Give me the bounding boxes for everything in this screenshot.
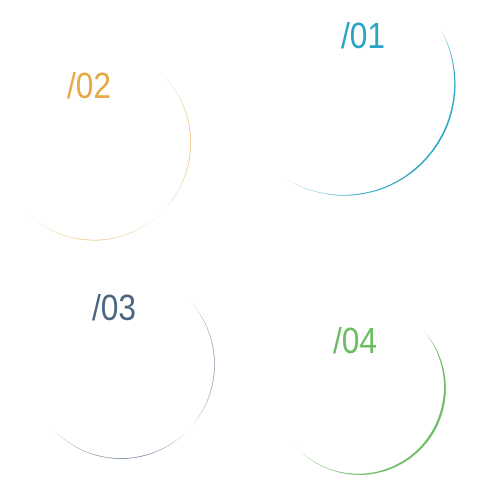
step-01-label: /01 <box>341 15 386 56</box>
step-04-label: /04 <box>333 320 378 361</box>
step-02-label: /02 <box>67 65 112 106</box>
step-03-label: /03 <box>92 287 137 328</box>
